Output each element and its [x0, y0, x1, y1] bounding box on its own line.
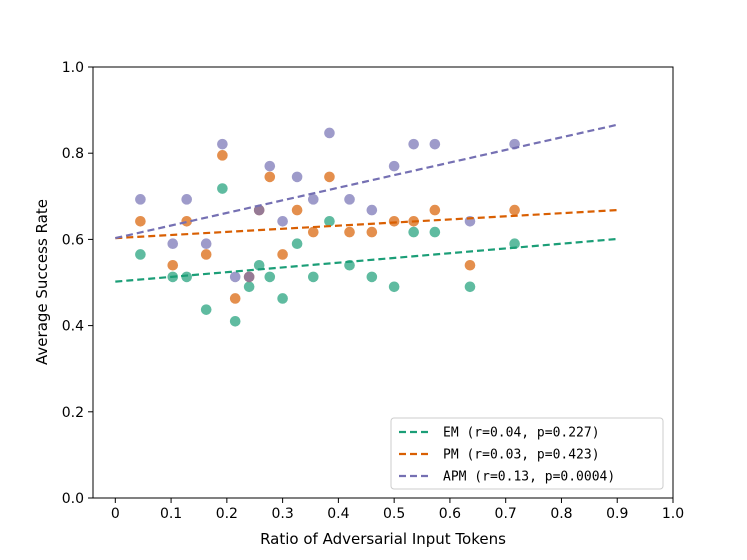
pm-point: [366, 226, 378, 238]
em-point: [509, 238, 520, 250]
apm-point: [229, 271, 241, 283]
x-tick-label: 0.8: [550, 506, 572, 522]
x-tick-label: 0.2: [216, 506, 238, 522]
x-tick-label: 0.7: [495, 506, 517, 522]
pm-point: [135, 215, 146, 227]
em-point: [181, 271, 192, 283]
em-point: [135, 249, 146, 260]
apm-point: [344, 194, 355, 205]
x-tick-label: 0.5: [383, 506, 405, 522]
plot-frame: [92, 66, 674, 499]
pm-point: [229, 293, 241, 304]
y-axis-label: Average Success Rate: [33, 199, 51, 365]
apm-point: [135, 194, 146, 205]
pm-point: [464, 259, 476, 271]
apm-point: [388, 160, 400, 172]
pm-point: [509, 204, 520, 216]
trend-layer: [115, 123, 618, 283]
apm-point: [264, 160, 276, 172]
points-layer: [135, 127, 520, 327]
pm-point: [264, 171, 276, 183]
em-point: [429, 226, 441, 238]
em-point: [277, 293, 288, 304]
y-tick-label: 0.8: [62, 146, 84, 162]
apm-point: [200, 238, 212, 250]
apm-point: [181, 194, 192, 205]
pm-point: [181, 215, 192, 227]
x-tick-label: 1.0: [662, 506, 684, 522]
apm-point: [291, 171, 303, 183]
pm-point: [291, 204, 303, 216]
em-point: [264, 271, 276, 283]
y-tick-label: 0.2: [62, 405, 84, 421]
pm-point: [429, 204, 441, 216]
apm-point: [277, 215, 288, 227]
y-tick-label: 0.0: [62, 491, 84, 507]
em-point: [291, 238, 303, 250]
em-point: [307, 271, 319, 283]
pm-point: [307, 226, 319, 238]
apm-point: [408, 138, 419, 150]
pm-point: [217, 150, 228, 161]
x-tick-label: 0.4: [327, 506, 349, 522]
pm-point: [324, 171, 335, 183]
pm-point: [388, 215, 400, 227]
em-point: [253, 259, 265, 271]
em-point: [217, 183, 228, 194]
apm-point: [253, 204, 265, 216]
legend: EM (r=0.04, p=0.227) PM (r=0.03, p=0.423)…: [390, 417, 664, 490]
em-point: [229, 315, 241, 327]
x-tick-label: 0.9: [606, 506, 628, 522]
x-tick-label: 0.6: [439, 506, 461, 522]
x-axis-ticks: 0 0.1 0.2 0.3 0.4 0.5 0.6 0.7 0.8 0.9 1.0: [111, 498, 684, 522]
x-axis-label: Ratio of Adversarial Input Tokens: [260, 530, 506, 548]
pm-point: [277, 249, 288, 260]
em-trend-line: [115, 237, 618, 283]
apm-trend-line: [115, 123, 618, 240]
em-point: [408, 226, 419, 238]
x-tick-label: 0.3: [271, 506, 293, 522]
y-tick-label: 1.0: [62, 60, 84, 76]
y-axis-ticks: 0.0 0.2 0.4 0.6 0.8 1.0: [62, 60, 93, 507]
y-tick-label: 0.6: [62, 232, 84, 248]
apm-point: [167, 238, 179, 250]
pm-point: [344, 226, 355, 238]
pm-point: [167, 259, 179, 271]
x-tick-label: 0.1: [160, 506, 182, 522]
em-legend-label: EM (r=0.04, p=0.227): [443, 426, 600, 441]
em-point: [324, 215, 335, 227]
pm-point: [200, 249, 212, 260]
apm-point: [307, 194, 319, 205]
pm-legend-label: PM (r=0.03, p=0.423): [443, 448, 600, 463]
apm-point: [429, 138, 441, 150]
apm-point: [366, 204, 378, 216]
apm-legend-label: APM (r=0.13, p=0.0004): [443, 470, 615, 485]
pm-trend-line: [115, 208, 618, 240]
apm-point: [324, 127, 335, 139]
apm-point: [243, 271, 255, 283]
em-point: [243, 281, 255, 293]
em-point: [200, 304, 212, 315]
legend-box: [390, 417, 664, 490]
em-point: [366, 271, 378, 283]
apm-point: [217, 138, 228, 150]
em-point: [388, 281, 400, 293]
em-point: [464, 281, 476, 293]
x-tick-label: 0: [111, 506, 120, 522]
y-tick-label: 0.4: [62, 319, 84, 335]
